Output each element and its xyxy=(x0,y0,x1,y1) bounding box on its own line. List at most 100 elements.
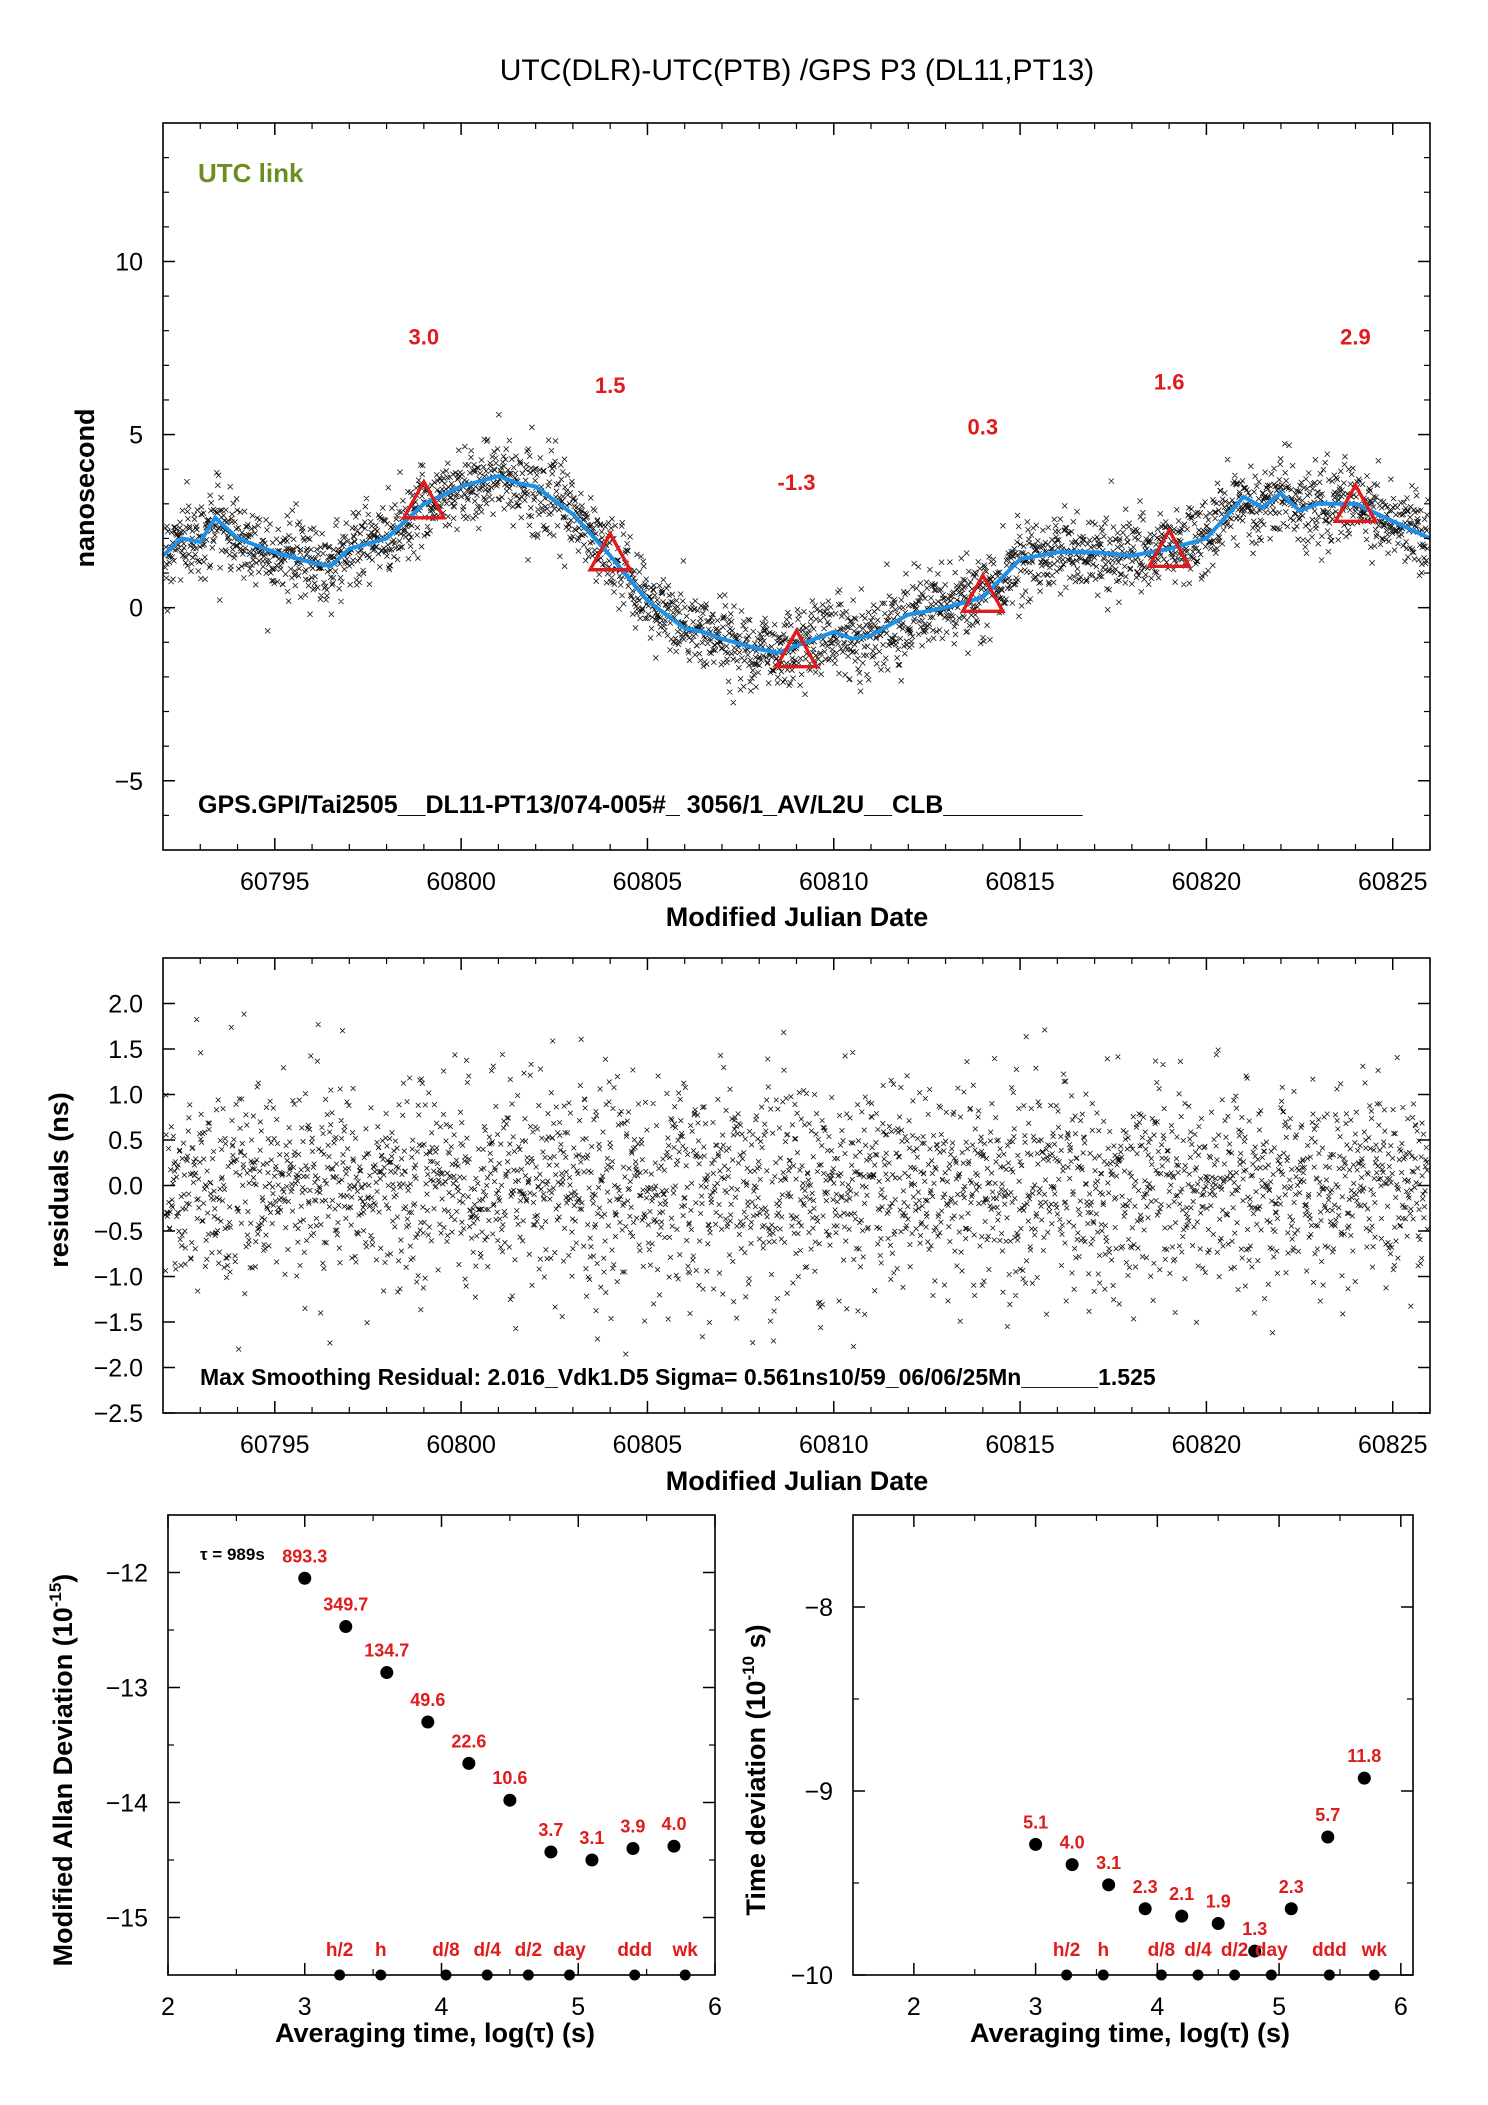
tdev-xtick-label: 3 xyxy=(1029,1993,1043,2021)
tdev-xlabel: Averaging time, log(τ) (s) xyxy=(970,2018,1290,2048)
main-panel: 3.0 1.5 -1.3 0.3 1.6 2.9 60795 60800 60805 60810… xyxy=(70,122,1431,932)
mdev-point-label: 893.3 xyxy=(282,1546,327,1566)
mdev-point-label: 22.6 xyxy=(451,1731,486,1751)
mdev-axes: 2 3 4 5 6 −15 −14 −13 −12 xyxy=(106,1514,722,2021)
mdev-point-label: 4.0 xyxy=(661,1814,686,1834)
residual-xtick-label: 60810 xyxy=(799,1431,869,1459)
residual-ytick-label: −2.0 xyxy=(94,1355,143,1383)
tdev-point xyxy=(1357,1771,1371,1785)
main-xtick-label: 60815 xyxy=(985,868,1055,896)
tdev-point xyxy=(1065,1858,1079,1872)
tdev-ytick-label: −10 xyxy=(791,1962,833,1990)
mdev-ylabel-main: Modified Allan Deviation (10 xyxy=(48,1607,78,1966)
mdev-period-label: wk xyxy=(672,1940,699,1961)
mdev-ylabel-end: ) xyxy=(48,1574,78,1583)
mdev-xlabel: Averaging time, log(τ) (s) xyxy=(275,2018,595,2048)
tdev-point xyxy=(1102,1878,1116,1892)
tdev-ylabel-exp: -10 xyxy=(739,1656,758,1681)
tdev-point-label: 1.9 xyxy=(1206,1891,1231,1911)
residual-xtick-label: 60825 xyxy=(1358,1431,1428,1459)
tdev-point xyxy=(1029,1837,1043,1851)
mdev-period-label: d/8 xyxy=(432,1940,459,1961)
figure-title: UTC(DLR)-UTC(PTB) /GPS P3 (DL11,PT13) xyxy=(500,54,1095,87)
residual-xtick-label: 60820 xyxy=(1172,1431,1242,1459)
mdev-ytick-label: −13 xyxy=(106,1675,148,1703)
marker-triangle xyxy=(1332,481,1379,523)
residual-ylabel: residuals (ns) xyxy=(44,1092,74,1268)
mdev-ytick-label: −12 xyxy=(106,1560,148,1588)
mdev-period-label: d/2 xyxy=(515,1940,542,1961)
main-ytick-label: −5 xyxy=(114,768,143,796)
mdev-point xyxy=(626,1842,640,1855)
mdev-period-label: day xyxy=(553,1940,586,1961)
main-ytick-label: 5 xyxy=(129,422,143,450)
residual-xlabel: Modified Julian Date xyxy=(666,1466,929,1496)
tdev-ylabel: Time deviation (10-10 s) xyxy=(739,1624,771,1915)
mdev-point xyxy=(380,1666,394,1680)
mdev-xtick-label: 3 xyxy=(298,1993,312,2021)
mdev-ylabel-exp: -15 xyxy=(46,1583,65,1608)
tdev-point-label: 2.3 xyxy=(1133,1877,1158,1897)
residual-ytick-label: 1.0 xyxy=(108,1082,143,1110)
tdev-point xyxy=(1284,1902,1298,1916)
marker-value: 3.0 xyxy=(409,325,440,350)
mdev-point xyxy=(462,1756,476,1770)
main-axes: 60795 60800 60805 60810 60815 60820 60825 −5 0 5 1… xyxy=(114,122,1431,896)
main-xtick-label: 60825 xyxy=(1358,868,1428,896)
tdev-point-label: 4.0 xyxy=(1060,1833,1085,1853)
main-scatter-crosses xyxy=(162,411,1431,706)
mdev-xtick-label: 6 xyxy=(708,1993,722,2021)
tdev-ylabel-main: Time deviation (10 xyxy=(741,1681,771,1916)
mdev-panel: 893.3 349.7 134.7 49.6 22.6 10.6 3.7 3.1 3.9 4.0 h… xyxy=(46,1514,722,2048)
tdev-frame xyxy=(852,1514,1414,1976)
mdev-period-label: h/2 xyxy=(326,1940,353,1961)
tdev-point xyxy=(1175,1909,1189,1923)
mdev-xtick-label: 5 xyxy=(571,1993,585,2021)
main-ylabel: nanosecond xyxy=(70,408,100,567)
mdev-ytick-label: −14 xyxy=(106,1790,149,1818)
utc-link-label: UTC link xyxy=(198,158,304,188)
tdev-panel: 5.1 4.0 3.1 2.3 2.1 1.9 1.3 2.3 5.7 11.8 h/2 h d/8 d/… xyxy=(739,1514,1414,2048)
mdev-point xyxy=(421,1715,435,1729)
tdev-point xyxy=(1211,1916,1225,1930)
residual-ytick-label: −2.5 xyxy=(94,1400,143,1428)
mdev-period-label: h xyxy=(375,1940,387,1961)
main-footer: GPS.GPI/Tai2505__DL11-PT13/074-005#_ 305… xyxy=(198,791,1083,819)
tdev-axes: 2 3 4 5 6 −10 −9 −8 xyxy=(791,1514,1414,2021)
tdev-point xyxy=(1321,1830,1335,1844)
tdev-point-label: 3.1 xyxy=(1096,1853,1121,1873)
tdev-points: 5.1 4.0 3.1 2.3 2.1 1.9 1.3 2.3 5.7 11.8 h/2 h d/8 d/… xyxy=(1023,1746,1388,1981)
mdev-point-label: 134.7 xyxy=(364,1641,409,1661)
tdev-point-label: 5.7 xyxy=(1315,1805,1340,1825)
mdev-point xyxy=(544,1845,558,1859)
mdev-point xyxy=(339,1620,353,1634)
tdev-period-label: d/4 xyxy=(1184,1940,1212,1961)
tdev-period-label: wk xyxy=(1361,1940,1388,1961)
mdev-point-label: 349.7 xyxy=(323,1595,368,1615)
tdev-period-label: d/2 xyxy=(1221,1940,1248,1961)
mdev-point-label: 10.6 xyxy=(492,1768,527,1788)
tdev-xtick-label: 4 xyxy=(1150,1993,1164,2021)
tdev-point-label: 2.3 xyxy=(1279,1877,1304,1897)
tdev-period-label: ddd xyxy=(1312,1940,1347,1961)
tdev-ytick-label: −9 xyxy=(804,1778,833,1806)
tdev-xtick-label: 6 xyxy=(1394,1993,1408,2021)
tdev-point-label: 11.8 xyxy=(1347,1746,1381,1766)
residual-ytick-label: 0.5 xyxy=(108,1127,143,1155)
residual-ytick-label: −0.5 xyxy=(94,1218,143,1246)
tdev-point xyxy=(1248,1944,1262,1958)
tdev-ytick-label: −8 xyxy=(804,1594,833,1622)
main-xtick-label: 60810 xyxy=(799,868,869,896)
mdev-points: 893.3 349.7 134.7 49.6 22.6 10.6 3.7 3.1 3.9 4.0 h… xyxy=(282,1546,699,1981)
marker-value: 0.3 xyxy=(968,415,999,440)
tdev-point xyxy=(1138,1902,1152,1916)
tdev-point-label: 2.1 xyxy=(1169,1884,1194,1904)
mdev-xtick-label: 4 xyxy=(435,1993,449,2021)
main-markers: 3.0 1.5 -1.3 0.3 1.6 2.9 xyxy=(400,325,1379,669)
residual-ytick-label: 1.5 xyxy=(108,1036,143,1064)
marker-triangle xyxy=(1146,526,1193,568)
mdev-period-label: ddd xyxy=(617,1940,652,1961)
tdev-xtick-label: 5 xyxy=(1272,1993,1286,2021)
residual-footer: Max Smoothing Residual: 2.016_Vdk1.D5 Si… xyxy=(200,1364,1156,1390)
